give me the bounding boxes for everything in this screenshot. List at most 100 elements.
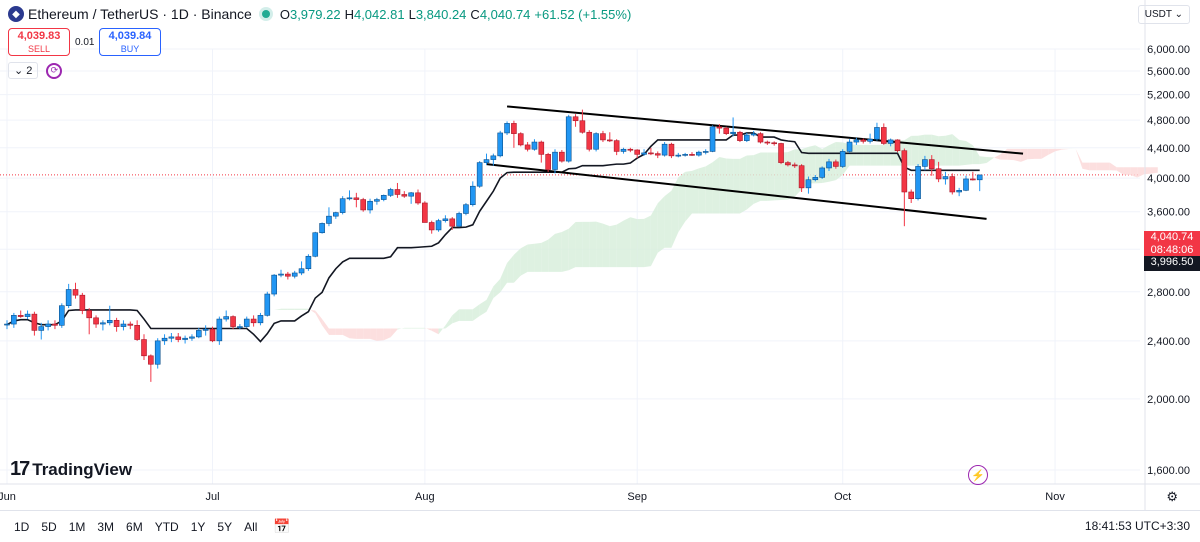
range-5d[interactable]: 5D [41,519,57,534]
ichimoku-cloud-segment [829,142,836,182]
ichimoku-cloud-segment [315,310,323,326]
baseline-line [6,132,980,343]
y-tick-label: 2,000.00 [1147,394,1190,406]
candle-body [750,133,757,136]
ichimoku-cloud-segment [1116,167,1124,175]
calendar-icon[interactable]: 📅 [273,518,291,534]
ichimoku-cloud-segment [739,155,747,214]
candle-body [833,161,839,167]
y-tick-label: 1,600.00 [1147,465,1190,477]
buy-button[interactable]: 4,039.84 BUY [99,28,161,56]
candle-body [648,152,654,155]
ichimoku-cloud-segment [1123,167,1131,175]
candle-body [394,189,401,195]
ichimoku-cloud-segment [596,221,603,268]
candle-body [38,326,45,331]
ichimoku-cloud-segment [191,319,199,321]
y-tick-label: 5,600.00 [1147,66,1190,78]
ichimoku-cloud-segment [671,177,679,248]
currency-selector[interactable]: USDT ⌄ [1137,5,1190,24]
ichimoku-cloud-segment [774,152,782,201]
ichimoku-cloud-segment [568,222,576,271]
x-tick-label: Oct [834,491,851,503]
sell-label: SELL [27,44,51,54]
candle-body [771,142,778,145]
x-tick-label: Nov [1045,491,1065,503]
ichimoku-cloud-segment [760,152,768,201]
ichimoku-cloud-segment [986,156,994,163]
candle-body [24,313,31,317]
ichimoku-cloud-segment [479,299,487,316]
ichimoku-cloud-segment [1041,148,1049,159]
candle-body [79,294,86,311]
candle-body [730,131,736,134]
ichimoku-cloud-segment [274,308,281,310]
candle-body [586,131,593,150]
candle-body [319,223,325,234]
candle-body [285,273,291,277]
ichimoku-cloud-segment [698,166,706,214]
candle-body [45,323,51,327]
clock[interactable]: 18:41:53 UTC+3:30 [1084,519,1190,533]
candle-body [134,325,140,340]
candle-body [17,315,24,317]
ichimoku-cloud-segment [719,156,727,214]
candle-body [819,167,825,178]
candle-body [127,323,134,326]
market-open-indicator [261,10,270,18]
ichimoku-cloud-segment [349,328,357,339]
range-1y[interactable]: 1Y [190,519,206,534]
range-all[interactable]: All [244,519,258,534]
candle-body [531,141,538,150]
ichimoku-cloud-segment [733,158,740,214]
sell-price: 4,039.83 [17,30,61,42]
ichimoku-cloud-segment [712,156,720,214]
range-1d[interactable]: 1D [14,519,30,534]
range-3m[interactable]: 3M [97,519,115,534]
indicator-sync-icon[interactable]: ⟳ [46,62,63,79]
range-5y[interactable]: 5Y [217,519,233,534]
candle-body [517,133,524,146]
candle-body [408,192,414,197]
ichimoku-cloud-segment [863,144,871,166]
candle-body [401,194,408,197]
sell-button[interactable]: 4,039.83 SELL [8,28,70,56]
candle-body [839,151,846,167]
ichimoku-cloud-segment [438,325,446,335]
ichimoku-cloud-segment [397,327,405,330]
ichimoku-cloud-segment [657,196,665,253]
ichimoku-cloud-segment [616,220,624,268]
tradingview-mark-icon: 17 [10,458,30,480]
ichimoku-cloud-segment [945,134,953,166]
candle-body [476,162,483,187]
close-label: C [470,6,480,22]
ichimoku-cloud-segment [678,171,686,233]
candle-body [737,131,743,141]
ichimoku-cloud-segment [342,328,350,339]
candle-body [305,255,312,270]
open-label: O [279,6,290,22]
candle-body [606,139,613,142]
y-tick-label: 2,800.00 [1147,287,1190,299]
candle-body [339,198,346,213]
tradingview-logo[interactable]: 17 TradingView [10,458,132,481]
indicators-count: 2 [26,65,33,77]
candle-body [93,317,99,325]
symbol-title[interactable]: Ethereum / TetherUS · 1D · Binance [28,6,252,22]
candle-body [106,319,113,324]
lightning-icon[interactable]: ⚡ [968,465,988,485]
candle-body [559,151,565,162]
ichimoku-cloud-segment [1055,148,1062,152]
candle-body [182,337,188,340]
range-ytd[interactable]: YTD [154,519,179,534]
indicators-toggle[interactable]: ⌄ 2 [8,62,39,79]
gear-icon[interactable]: ⚙ [1166,489,1178,504]
candle-body [100,322,106,325]
candle-body [168,336,175,339]
range-1m[interactable]: 1M [68,519,86,534]
ichimoku-cloud-segment [575,221,583,268]
ichimoku-cloud-segment [281,308,288,310]
price-chart[interactable]: 6,000.00 5,600.00 5,200.00 4,800.00 4,400.00… [0,0,1200,510]
range-6m[interactable]: 6M [126,519,143,534]
candle-body [579,120,586,133]
